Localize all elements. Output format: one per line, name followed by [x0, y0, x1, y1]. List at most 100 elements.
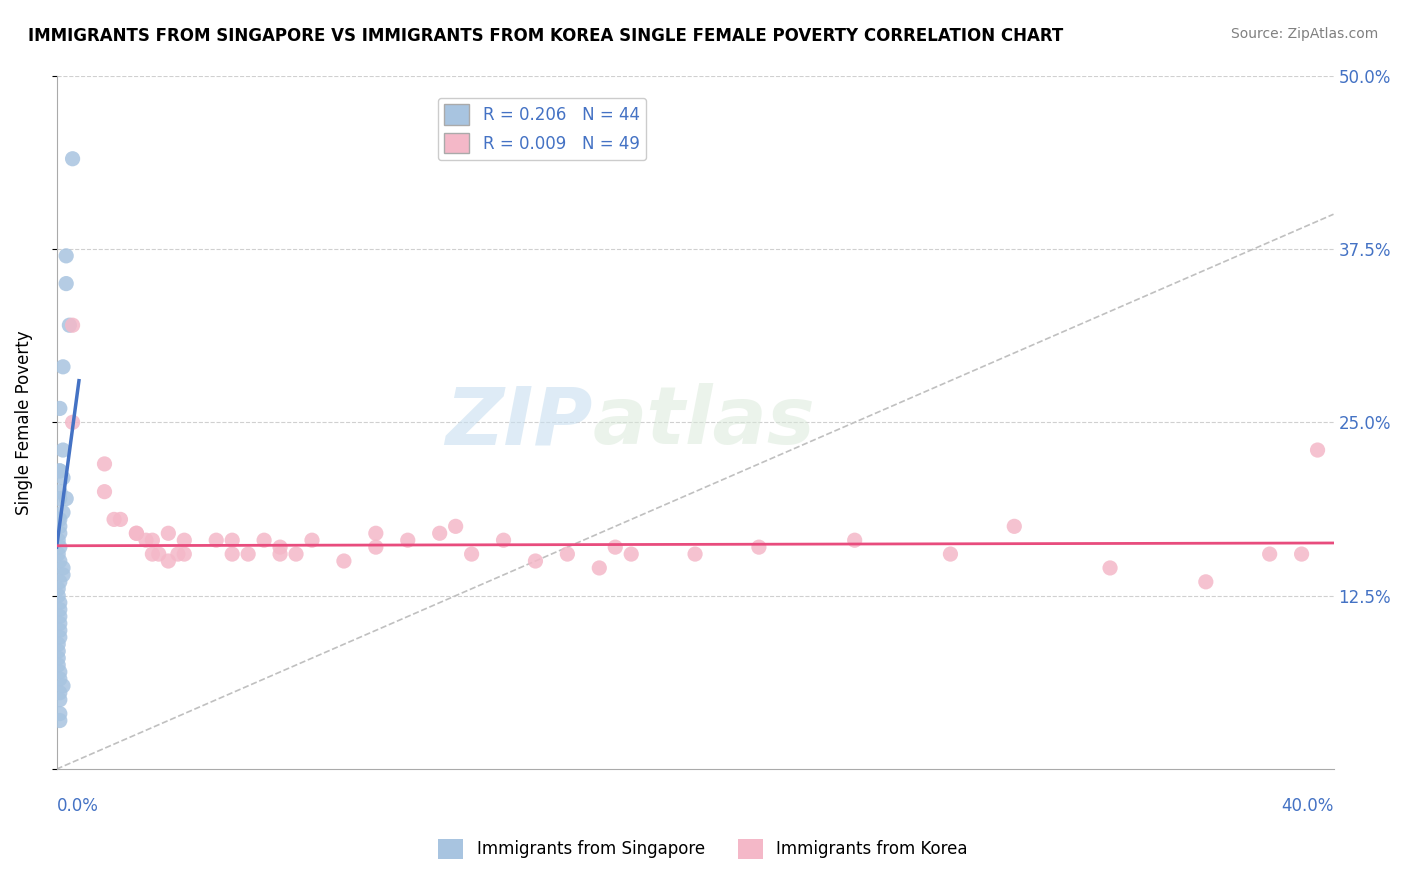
Point [844, 533, 866, 548]
Point [49, 624, 72, 638]
Point [49, 596, 72, 610]
Point [49, 526, 72, 541]
Point [52, 471, 75, 485]
Point [253, 533, 276, 548]
Point [62, 152, 84, 166]
Point [135, 533, 157, 548]
Point [492, 533, 515, 548]
Point [52, 679, 75, 693]
Point [49, 714, 72, 728]
Point [46, 589, 69, 603]
Point [173, 547, 195, 561]
Point [221, 547, 243, 561]
Point [620, 547, 643, 561]
Y-axis label: Single Female Poverty: Single Female Poverty [15, 330, 32, 515]
Point [62, 415, 84, 429]
Point [46, 651, 69, 665]
Point [364, 540, 387, 554]
Point [46, 644, 69, 658]
Text: atlas: atlas [593, 384, 815, 461]
Text: 0.0%: 0.0% [56, 797, 98, 814]
Point [49, 665, 72, 679]
Point [49, 692, 72, 706]
Point [49, 616, 72, 631]
Point [62, 318, 84, 333]
Point [1002, 519, 1025, 533]
Point [52, 567, 75, 582]
Point [269, 540, 291, 554]
Point [460, 547, 482, 561]
Point [221, 533, 243, 548]
Text: IMMIGRANTS FROM SINGAPORE VS IMMIGRANTS FROM KOREA SINGLE FEMALE POVERTY CORRELA: IMMIGRANTS FROM SINGAPORE VS IMMIGRANTS … [28, 27, 1063, 45]
Point [103, 512, 125, 526]
Point [49, 672, 72, 686]
Point [364, 526, 387, 541]
Point [52, 506, 75, 520]
Point [173, 533, 195, 548]
Point [49, 464, 72, 478]
Point [55, 277, 77, 291]
Point [46, 582, 69, 596]
Point [49, 540, 72, 554]
Point [524, 554, 547, 568]
Point [93, 457, 115, 471]
Text: Source: ZipAtlas.com: Source: ZipAtlas.com [1230, 27, 1378, 41]
Point [46, 637, 69, 651]
Point [46, 658, 69, 673]
Point [49, 554, 72, 568]
Point [285, 547, 308, 561]
Point [49, 519, 72, 533]
Point [444, 519, 467, 533]
Point [125, 526, 148, 541]
Point [46, 512, 69, 526]
Point [1306, 443, 1329, 458]
Point [148, 547, 170, 561]
Point [49, 609, 72, 624]
Point [93, 484, 115, 499]
Point [110, 512, 132, 526]
Legend: R = 0.206   N = 44, R = 0.009   N = 49: R = 0.206 N = 44, R = 0.009 N = 49 [437, 98, 647, 160]
Point [55, 249, 77, 263]
Point [157, 526, 180, 541]
Point [167, 547, 190, 561]
Point [269, 547, 291, 561]
Point [588, 561, 610, 575]
Point [301, 533, 323, 548]
Legend: Immigrants from Singapore, Immigrants from Korea: Immigrants from Singapore, Immigrants fr… [432, 832, 974, 866]
Point [141, 533, 163, 548]
Point [52, 561, 75, 575]
Point [125, 526, 148, 541]
Point [49, 630, 72, 644]
Point [939, 547, 962, 561]
Point [55, 491, 77, 506]
Point [605, 540, 627, 554]
Point [49, 401, 72, 416]
Point [1291, 547, 1313, 561]
Point [236, 547, 259, 561]
Point [333, 554, 356, 568]
Point [52, 443, 75, 458]
Point [1258, 547, 1281, 561]
Point [49, 574, 72, 589]
Point [58, 318, 80, 333]
Point [396, 533, 419, 548]
Point [1099, 561, 1122, 575]
Point [49, 512, 72, 526]
Text: ZIP: ZIP [446, 384, 593, 461]
Point [1195, 574, 1218, 589]
Point [683, 547, 706, 561]
Point [49, 491, 72, 506]
Point [49, 686, 72, 700]
Point [748, 540, 770, 554]
Point [46, 533, 69, 548]
Point [46, 547, 69, 561]
Point [141, 547, 163, 561]
Point [557, 547, 579, 561]
Point [205, 533, 228, 548]
Point [49, 706, 72, 721]
Point [157, 554, 180, 568]
Point [429, 526, 451, 541]
Point [52, 359, 75, 374]
Point [49, 484, 72, 499]
Point [49, 602, 72, 616]
